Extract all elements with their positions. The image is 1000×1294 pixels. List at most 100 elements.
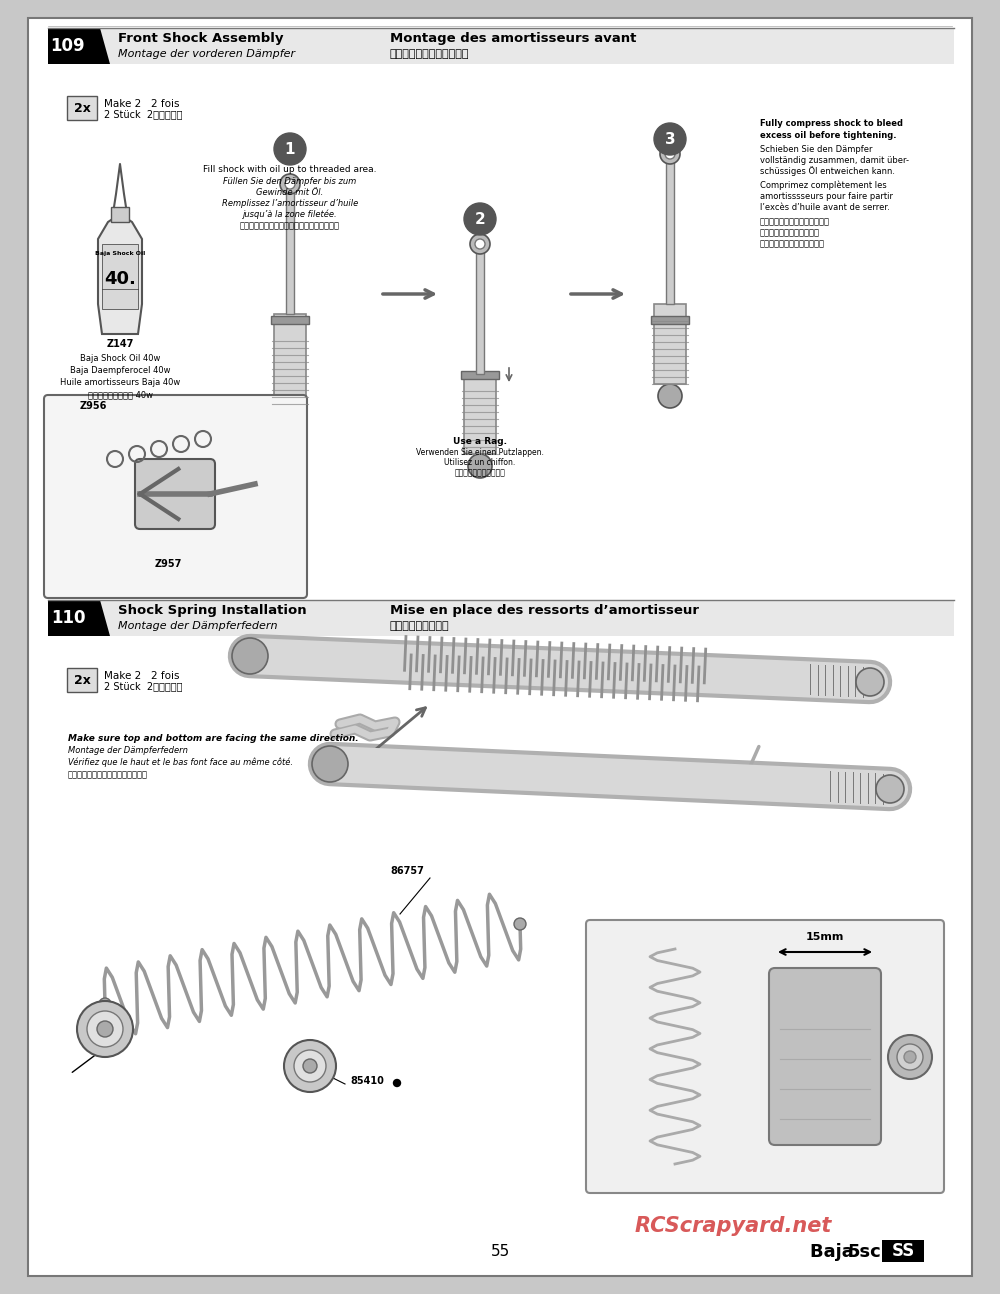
Text: Baja: Baja bbox=[810, 1244, 860, 1260]
Text: Z957: Z957 bbox=[155, 559, 182, 569]
FancyBboxPatch shape bbox=[67, 96, 97, 120]
Circle shape bbox=[280, 173, 300, 194]
Text: フロントショックの組立て: フロントショックの組立て bbox=[390, 49, 470, 60]
Circle shape bbox=[658, 384, 682, 408]
Circle shape bbox=[232, 638, 268, 674]
Text: l’excès d’huile avant de serrer.: l’excès d’huile avant de serrer. bbox=[760, 203, 890, 212]
Circle shape bbox=[856, 668, 884, 696]
Text: excess oil before tightening.: excess oil before tightening. bbox=[760, 131, 896, 140]
Text: 40.: 40. bbox=[104, 270, 136, 289]
FancyBboxPatch shape bbox=[48, 600, 954, 635]
FancyBboxPatch shape bbox=[476, 245, 484, 374]
Circle shape bbox=[897, 1044, 923, 1070]
Text: Comprimez complètement les: Comprimez complètement les bbox=[760, 180, 887, 190]
Text: Füllen Sie den Dämpfer bis zum: Füllen Sie den Dämpfer bis zum bbox=[223, 177, 357, 186]
FancyBboxPatch shape bbox=[769, 968, 881, 1145]
Text: 5sc: 5sc bbox=[848, 1244, 882, 1260]
Text: Fill shock with oil up to threaded area.: Fill shock with oil up to threaded area. bbox=[203, 166, 377, 173]
Text: Utilisez un chiffon.: Utilisez un chiffon. bbox=[444, 458, 516, 467]
Circle shape bbox=[475, 239, 485, 248]
Text: Montage der Dämpferfedern: Montage der Dämpferfedern bbox=[68, 747, 188, 754]
Text: Montage der vorderen Dämpfer: Montage der vorderen Dämpfer bbox=[118, 49, 295, 60]
Text: Baja Shock Oil: Baja Shock Oil bbox=[95, 251, 145, 256]
Text: ショックエンドの向きを揃えます。: ショックエンドの向きを揃えます。 bbox=[68, 770, 148, 779]
Text: 2 Stück  2個作ります: 2 Stück 2個作ります bbox=[104, 109, 182, 119]
Circle shape bbox=[904, 1051, 916, 1062]
Text: 86757: 86757 bbox=[390, 866, 424, 876]
Circle shape bbox=[470, 234, 490, 254]
Text: Montage des amortisseurs avant: Montage des amortisseurs avant bbox=[390, 31, 636, 44]
FancyBboxPatch shape bbox=[654, 304, 686, 384]
Circle shape bbox=[278, 404, 302, 428]
Text: Schieben Sie den Dämpfer: Schieben Sie den Dämpfer bbox=[760, 145, 872, 154]
Polygon shape bbox=[98, 214, 142, 334]
FancyBboxPatch shape bbox=[102, 245, 138, 309]
Circle shape bbox=[274, 133, 306, 166]
Text: 109: 109 bbox=[51, 38, 85, 56]
FancyBboxPatch shape bbox=[271, 316, 309, 324]
Circle shape bbox=[665, 149, 675, 159]
Text: 1: 1 bbox=[285, 141, 295, 157]
Text: RCScrapyard.net: RCScrapyard.net bbox=[635, 1216, 832, 1236]
Text: 55: 55 bbox=[490, 1245, 510, 1259]
FancyBboxPatch shape bbox=[666, 154, 674, 304]
Text: Baja Daempferocel 40w: Baja Daempferocel 40w bbox=[70, 366, 170, 375]
Circle shape bbox=[285, 179, 295, 189]
Text: Mise en place des ressorts d’amortisseur: Mise en place des ressorts d’amortisseur bbox=[390, 603, 699, 616]
Text: Baja Shock Oil 40w: Baja Shock Oil 40w bbox=[80, 355, 160, 364]
Circle shape bbox=[514, 917, 526, 930]
Text: SS: SS bbox=[891, 1242, 915, 1260]
FancyBboxPatch shape bbox=[135, 459, 215, 529]
Text: Montage der Dämpferfedern: Montage der Dämpferfedern bbox=[118, 621, 278, 631]
FancyBboxPatch shape bbox=[67, 668, 97, 692]
Text: 2 Stück  2個作ります: 2 Stück 2個作ります bbox=[104, 681, 182, 691]
Text: Gewinde mit Öl.: Gewinde mit Öl. bbox=[256, 188, 324, 197]
Text: Z956: Z956 bbox=[80, 401, 107, 411]
FancyBboxPatch shape bbox=[882, 1240, 924, 1262]
Text: 2: 2 bbox=[475, 211, 485, 226]
Circle shape bbox=[303, 1058, 317, 1073]
Text: amortisssseurs pour faire partir: amortisssseurs pour faire partir bbox=[760, 192, 893, 201]
Text: Remplissez l’amortisseur d’huile: Remplissez l’amortisseur d’huile bbox=[222, 199, 358, 208]
Text: Use a Rag.: Use a Rag. bbox=[453, 437, 507, 446]
Text: Vérifiez que le haut et le bas font face au même côté.: Vérifiez que le haut et le bas font face… bbox=[68, 757, 293, 767]
Text: スプリングの取付け: スプリングの取付け bbox=[390, 621, 450, 631]
Text: ショックエンドを締めます。: ショックエンドを締めます。 bbox=[760, 239, 825, 248]
Text: ネジ切り部までショックオイルを入れます。: ネジ切り部までショックオイルを入れます。 bbox=[240, 221, 340, 230]
Text: schüssiges Öl entweichen kann.: schüssiges Öl entweichen kann. bbox=[760, 166, 895, 176]
Text: Huile amortisseurs Baja 40w: Huile amortisseurs Baja 40w bbox=[60, 378, 180, 387]
Circle shape bbox=[87, 1011, 123, 1047]
Text: 15mm: 15mm bbox=[806, 932, 844, 942]
FancyBboxPatch shape bbox=[111, 207, 129, 223]
Text: Make 2   2 fois: Make 2 2 fois bbox=[104, 672, 180, 681]
Text: 2x: 2x bbox=[74, 673, 90, 687]
Polygon shape bbox=[48, 28, 110, 63]
Text: jusqu’à la zone filetée.: jusqu’à la zone filetée. bbox=[243, 210, 337, 219]
Text: Make 2   2 fois: Make 2 2 fois bbox=[104, 100, 180, 109]
Circle shape bbox=[97, 1021, 113, 1036]
FancyBboxPatch shape bbox=[28, 18, 972, 1276]
Text: vollständig zusammen, damit über-: vollständig zusammen, damit über- bbox=[760, 157, 909, 166]
Text: 3: 3 bbox=[665, 132, 675, 146]
FancyBboxPatch shape bbox=[464, 374, 496, 454]
FancyBboxPatch shape bbox=[461, 371, 499, 379]
FancyBboxPatch shape bbox=[274, 314, 306, 404]
Circle shape bbox=[660, 144, 680, 164]
Text: Make sure top and bottom are facing the same direction.: Make sure top and bottom are facing the … bbox=[68, 734, 359, 743]
Circle shape bbox=[284, 1040, 336, 1092]
Circle shape bbox=[888, 1035, 932, 1079]
Circle shape bbox=[464, 203, 496, 236]
FancyBboxPatch shape bbox=[48, 28, 954, 63]
Text: ショックシャフトを押し込み、: ショックシャフトを押し込み、 bbox=[760, 217, 830, 226]
Circle shape bbox=[654, 123, 686, 155]
Text: 110: 110 bbox=[51, 609, 85, 628]
FancyBboxPatch shape bbox=[586, 920, 944, 1193]
FancyBboxPatch shape bbox=[651, 316, 689, 324]
Circle shape bbox=[876, 775, 904, 804]
Text: Shock Spring Installation: Shock Spring Installation bbox=[118, 603, 307, 616]
Circle shape bbox=[394, 1079, 400, 1087]
FancyBboxPatch shape bbox=[286, 184, 294, 314]
Circle shape bbox=[312, 747, 348, 782]
FancyBboxPatch shape bbox=[44, 395, 307, 598]
Circle shape bbox=[99, 998, 111, 1011]
